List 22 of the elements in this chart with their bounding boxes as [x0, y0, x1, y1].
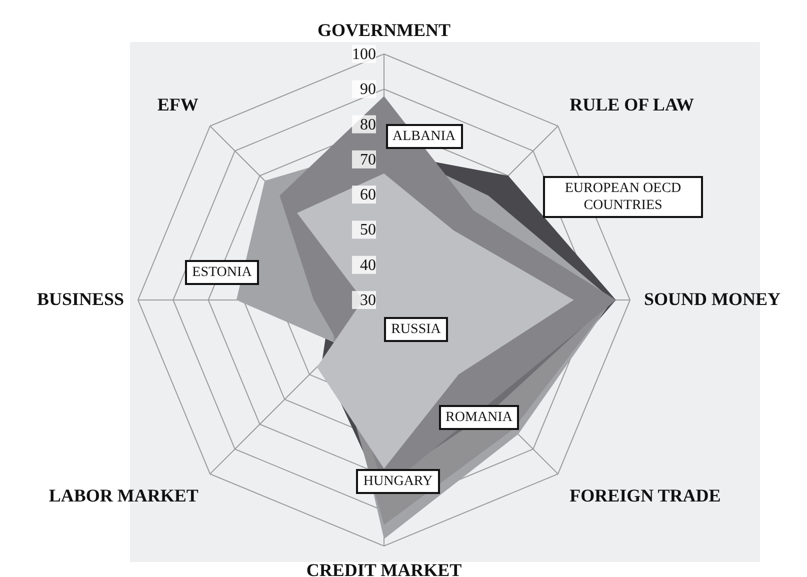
y-tick-label: 30	[360, 292, 376, 309]
spoke-label: RULE OF LAW	[570, 94, 694, 114]
spoke-label: EFW	[157, 94, 198, 114]
spoke-label: CREDIT MARKET	[306, 560, 462, 577]
series-label: ALBANIA	[386, 124, 462, 148]
spoke-label: LABOR MARKET	[48, 486, 198, 506]
series-label: EUROPEAN OECD COUNTRIES	[543, 176, 703, 218]
spoke-label: FOREIGN TRADE	[570, 486, 721, 506]
y-tick-label: 60	[360, 186, 376, 204]
y-tick-label: 50	[360, 222, 376, 239]
spoke-label: SOUND MONEY	[644, 289, 781, 309]
series-label: HUNGARY	[356, 468, 440, 494]
y-tick-label: 80	[360, 116, 376, 134]
series-label: RUSSIA	[384, 316, 448, 342]
y-tick-label: 100	[352, 46, 376, 63]
spoke-label: BUSINESS	[36, 289, 124, 309]
spoke-label: GOVERNMENT	[317, 20, 451, 40]
y-tick-label: 40	[360, 256, 376, 274]
series-label: ESTONIA	[185, 260, 259, 284]
y-tick-label: 70	[360, 151, 376, 168]
series-label: ROMANIA	[438, 404, 520, 430]
y-tick-label: 90	[360, 81, 376, 98]
